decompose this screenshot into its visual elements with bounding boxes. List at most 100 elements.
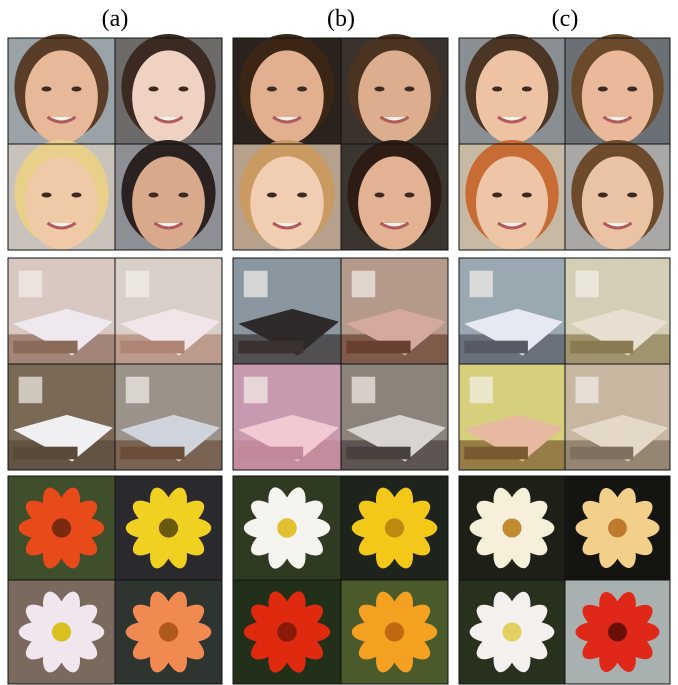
eye bbox=[404, 87, 414, 92]
flower-center bbox=[159, 622, 178, 641]
image-tile bbox=[8, 258, 115, 364]
image-tile bbox=[8, 580, 115, 684]
image-tile bbox=[341, 476, 448, 580]
eye bbox=[297, 193, 307, 198]
bed-base bbox=[346, 447, 410, 460]
image-tile bbox=[233, 364, 341, 470]
image-tile bbox=[341, 364, 448, 470]
bed-base bbox=[464, 341, 528, 354]
flower-center bbox=[277, 622, 296, 641]
eye bbox=[492, 87, 502, 92]
image-tile bbox=[115, 476, 222, 580]
flower-center bbox=[502, 622, 521, 641]
column-label: (b) bbox=[327, 6, 355, 32]
face bbox=[132, 156, 205, 249]
bed-base bbox=[464, 447, 528, 460]
image-tile bbox=[341, 140, 448, 250]
bed-base bbox=[120, 341, 184, 354]
eye bbox=[522, 87, 532, 92]
window bbox=[352, 377, 376, 404]
eye bbox=[375, 87, 385, 92]
face bbox=[476, 50, 548, 143]
eye bbox=[297, 87, 307, 92]
image-tile bbox=[459, 364, 565, 470]
window bbox=[352, 271, 376, 298]
flower-center bbox=[385, 518, 404, 537]
window bbox=[19, 377, 43, 404]
image-tile bbox=[115, 34, 222, 144]
window bbox=[470, 271, 493, 298]
image-tile bbox=[8, 140, 115, 250]
eye bbox=[42, 193, 52, 198]
bed-base bbox=[570, 341, 633, 354]
face bbox=[25, 156, 98, 249]
image-tile bbox=[233, 258, 341, 364]
window bbox=[576, 377, 599, 404]
bed-base bbox=[570, 447, 633, 460]
image-tile bbox=[8, 34, 115, 144]
eye bbox=[71, 193, 81, 198]
eye bbox=[267, 87, 277, 92]
bed-base bbox=[13, 341, 77, 354]
flower-center bbox=[502, 518, 521, 537]
window bbox=[470, 377, 493, 404]
image-tile bbox=[565, 364, 670, 470]
bed-base bbox=[238, 447, 303, 460]
image-tile bbox=[341, 580, 448, 684]
image-tile bbox=[115, 580, 222, 684]
image-tile bbox=[233, 34, 341, 144]
flower-center bbox=[52, 622, 71, 641]
image-tile bbox=[233, 580, 341, 684]
eye bbox=[71, 87, 81, 92]
face bbox=[25, 50, 98, 143]
image-grids bbox=[8, 34, 670, 684]
eye bbox=[404, 193, 414, 198]
eye bbox=[598, 193, 608, 198]
window bbox=[126, 377, 150, 404]
image-tile bbox=[459, 258, 565, 364]
image-tile bbox=[341, 34, 448, 144]
image-tile bbox=[565, 140, 670, 250]
image-tile bbox=[565, 34, 670, 144]
image-tile bbox=[115, 258, 222, 364]
face bbox=[358, 156, 431, 249]
face bbox=[582, 50, 653, 143]
image-tile bbox=[233, 140, 341, 250]
image-tile bbox=[565, 476, 670, 580]
window bbox=[244, 377, 268, 404]
image-tile bbox=[341, 258, 448, 364]
bed-base bbox=[13, 447, 77, 460]
flower-center bbox=[385, 622, 404, 641]
image-tile bbox=[233, 476, 341, 580]
eye bbox=[598, 87, 608, 92]
bed-base bbox=[120, 447, 184, 460]
image-tile bbox=[459, 476, 565, 580]
flower-center bbox=[608, 519, 627, 538]
window bbox=[19, 271, 43, 298]
image-tile bbox=[459, 580, 565, 684]
face bbox=[476, 156, 548, 249]
image-tile bbox=[459, 34, 565, 144]
image-tile bbox=[565, 258, 670, 364]
flower-center bbox=[608, 623, 627, 642]
window bbox=[576, 271, 599, 298]
image-tile bbox=[8, 476, 115, 580]
figure: (a) (b) (c) bbox=[0, 0, 678, 685]
eye bbox=[149, 87, 159, 92]
eye bbox=[149, 193, 159, 198]
eye bbox=[375, 193, 385, 198]
bed-base bbox=[346, 341, 410, 354]
flower-center bbox=[159, 518, 178, 537]
face bbox=[250, 156, 323, 249]
eye bbox=[267, 193, 277, 198]
image-tile bbox=[8, 364, 115, 470]
eye bbox=[492, 193, 502, 198]
face bbox=[250, 50, 323, 143]
window bbox=[244, 271, 268, 298]
face bbox=[358, 50, 431, 143]
flower-center bbox=[52, 518, 71, 537]
eye bbox=[178, 87, 188, 92]
window bbox=[126, 271, 150, 298]
eye bbox=[522, 193, 532, 198]
face bbox=[132, 50, 205, 143]
